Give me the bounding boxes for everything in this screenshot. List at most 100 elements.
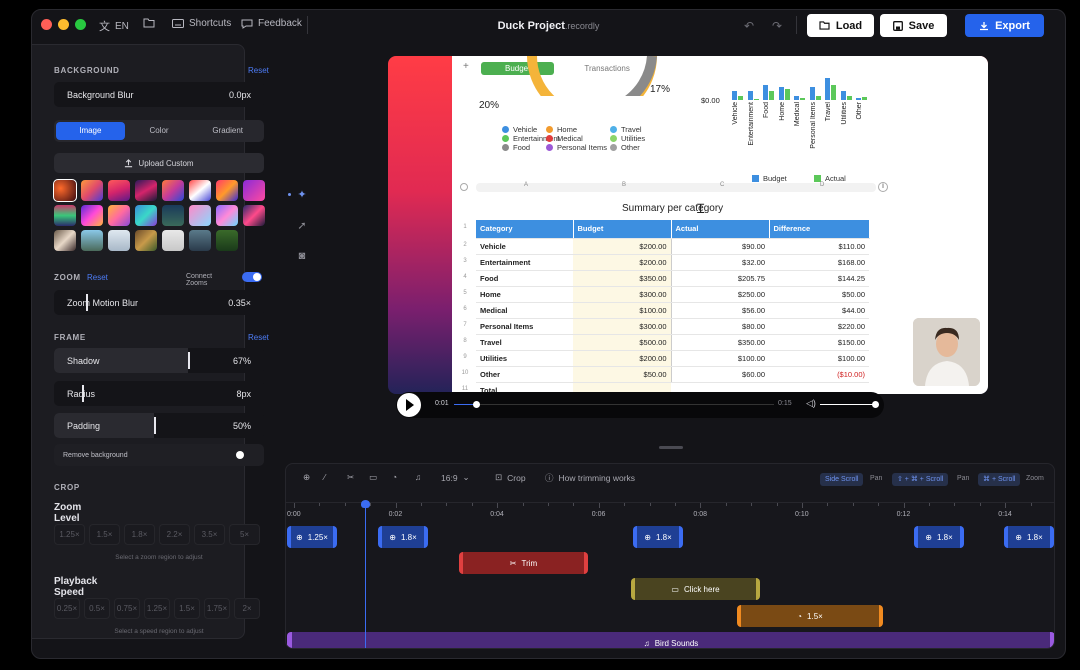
- tab-image[interactable]: Image: [56, 122, 125, 140]
- tab-gradient[interactable]: Gradient: [212, 126, 244, 135]
- ruler-tick: [751, 503, 753, 506]
- frame-reset-link[interactable]: Reset: [248, 333, 269, 342]
- zoom-clip[interactable]: ⊕ 1.25×: [287, 526, 337, 548]
- load-button[interactable]: Load: [807, 14, 874, 37]
- wallpaper-thumb[interactable]: [189, 205, 211, 226]
- speed-option[interactable]: 0.5×: [84, 598, 110, 619]
- volume-track[interactable]: [820, 401, 880, 408]
- wallpaper-thumb[interactable]: [53, 179, 77, 202]
- wallpaper-thumb[interactable]: [135, 230, 157, 251]
- wallpaper-thumb[interactable]: [54, 205, 76, 226]
- zoom-level-option[interactable]: 1.5×: [89, 524, 120, 545]
- maximize-window-button[interactable]: [75, 19, 86, 30]
- wallpaper-thumb[interactable]: [189, 180, 211, 201]
- wallpaper-thumb[interactable]: [54, 230, 76, 251]
- progress-track[interactable]: [454, 401, 774, 408]
- wallpaper-thumb[interactable]: [108, 205, 130, 226]
- speed-option[interactable]: 1.25×: [144, 598, 170, 619]
- aspect-ratio-select[interactable]: 16:9 ⌄: [441, 472, 470, 483]
- wallpaper-thumb[interactable]: [216, 230, 238, 251]
- connect-zooms-toggle[interactable]: [242, 272, 262, 282]
- speed-icon[interactable]: ◔: [392, 472, 398, 482]
- minimize-window-button[interactable]: [58, 19, 69, 30]
- redo-icon[interactable]: ↷: [771, 19, 783, 33]
- wallpaper-thumb[interactable]: [81, 180, 103, 201]
- shadow-slider[interactable]: Shadow 67%: [54, 348, 264, 373]
- speed-option[interactable]: 2×: [234, 598, 260, 619]
- radius-slider-thumb[interactable]: [82, 385, 84, 402]
- wallpaper-thumb[interactable]: [189, 230, 211, 251]
- wallpaper-thumb[interactable]: [162, 230, 184, 251]
- undo-icon[interactable]: ↶: [743, 19, 755, 33]
- radius-slider[interactable]: Radius 8px: [54, 381, 264, 406]
- remove-background-toggle[interactable]: [235, 450, 255, 460]
- zoom-clip[interactable]: ⊕ 1.8×: [1004, 526, 1054, 548]
- wallpaper-thumb[interactable]: [162, 180, 184, 201]
- wallpaper-thumb[interactable]: [135, 205, 157, 226]
- magic-wand-icon[interactable]: ⁄: [324, 472, 326, 482]
- crop-button[interactable]: ⊡ Crop: [495, 472, 526, 483]
- zoom-level-option[interactable]: 5×: [229, 524, 260, 545]
- background-blur-field[interactable]: Background Blur 0.0px: [54, 82, 264, 107]
- zoom-clip[interactable]: ⊕ 1.8×: [633, 526, 683, 548]
- zoom-reset-link[interactable]: Reset: [87, 273, 108, 282]
- annotation-clip[interactable]: ▭ Click here: [631, 578, 760, 600]
- export-button[interactable]: Export: [965, 14, 1044, 37]
- close-window-button[interactable]: [41, 19, 52, 30]
- open-folder-button[interactable]: [143, 18, 155, 28]
- speed-option[interactable]: 0.75×: [114, 598, 140, 619]
- padding-slider[interactable]: Padding 50%: [54, 413, 264, 438]
- video-preview[interactable]: + Budget Transactions 20% 17% Vehicle Ent…: [388, 56, 988, 394]
- wallpaper-thumb[interactable]: [108, 230, 130, 251]
- save-button[interactable]: Save: [880, 14, 947, 37]
- speed-option[interactable]: 1.75×: [204, 598, 230, 619]
- wallpaper-thumb[interactable]: [243, 205, 265, 226]
- sparkle-icon[interactable]: ✦: [297, 189, 307, 201]
- time-ruler[interactable]: 0:00 0:02 0:04 0:06 0:08 0:10 0:12 0:14: [286, 502, 1054, 520]
- zoom-motion-blur-field[interactable]: Zoom Motion Blur 0.35×: [54, 290, 264, 315]
- zoom-tool-icon[interactable]: ⊕: [303, 472, 311, 482]
- language-button[interactable]: 文 EN: [99, 18, 129, 34]
- shortcuts-button[interactable]: Shortcuts: [172, 18, 231, 29]
- wallpaper-thumb[interactable]: [216, 180, 238, 201]
- resize-handle[interactable]: [659, 446, 683, 449]
- play-button[interactable]: [397, 393, 421, 417]
- speed-option[interactable]: 0.25×: [54, 598, 80, 619]
- wallpaper-thumb[interactable]: [108, 180, 130, 201]
- progress-knob[interactable]: [473, 401, 481, 408]
- zoom-level-heading: Zoom Level: [54, 502, 82, 524]
- tab-color[interactable]: Color: [149, 126, 169, 135]
- wallpaper-thumb[interactable]: [135, 180, 157, 201]
- camera-icon[interactable]: ◙: [298, 250, 306, 262]
- speed-option[interactable]: 1.5×: [174, 598, 200, 619]
- cursor-icon[interactable]: ➚: [297, 220, 307, 232]
- volume-knob[interactable]: [872, 401, 880, 408]
- how-trimming-works-link[interactable]: ⓘ How trimming works: [545, 472, 635, 484]
- wallpaper-thumb[interactable]: [81, 205, 103, 226]
- zoom-level-option[interactable]: 2.2×: [159, 524, 190, 545]
- speed-clip[interactable]: ◔ 1.5×: [737, 605, 883, 627]
- scissors-icon[interactable]: ✂: [347, 472, 355, 482]
- zoom-level-option[interactable]: 1.8×: [124, 524, 155, 545]
- zoom-clip[interactable]: ⊕ 1.8×: [378, 526, 428, 548]
- zoom-motion-blur-thumb[interactable]: [86, 294, 88, 311]
- wallpaper-thumb[interactable]: [162, 205, 184, 226]
- shadow-slider-thumb[interactable]: [188, 352, 190, 369]
- volume-icon[interactable]: ◁): [806, 398, 816, 408]
- wallpaper-thumb[interactable]: [81, 230, 103, 251]
- wallpaper-thumb[interactable]: [216, 205, 238, 226]
- background-reset-link[interactable]: Reset: [248, 66, 269, 75]
- feedback-button[interactable]: Feedback: [241, 18, 302, 29]
- annotation-icon[interactable]: ▭: [369, 472, 378, 482]
- padding-slider-thumb[interactable]: [154, 417, 156, 434]
- music-icon[interactable]: ♫: [415, 472, 422, 482]
- audio-clip[interactable]: ♫ Bird Sounds: [287, 632, 1054, 648]
- zoom-level-option[interactable]: 1.25×: [54, 524, 85, 545]
- zoom-level-option[interactable]: 3.5×: [194, 524, 225, 545]
- playhead[interactable]: [361, 500, 370, 648]
- trim-clip[interactable]: ✂ Trim: [459, 552, 588, 574]
- wallpaper-thumb[interactable]: [243, 180, 265, 201]
- zoom-clip[interactable]: ⊕ 1.8×: [914, 526, 964, 548]
- webcam-overlay[interactable]: [913, 318, 980, 386]
- upload-custom-button[interactable]: Upload Custom: [54, 153, 264, 173]
